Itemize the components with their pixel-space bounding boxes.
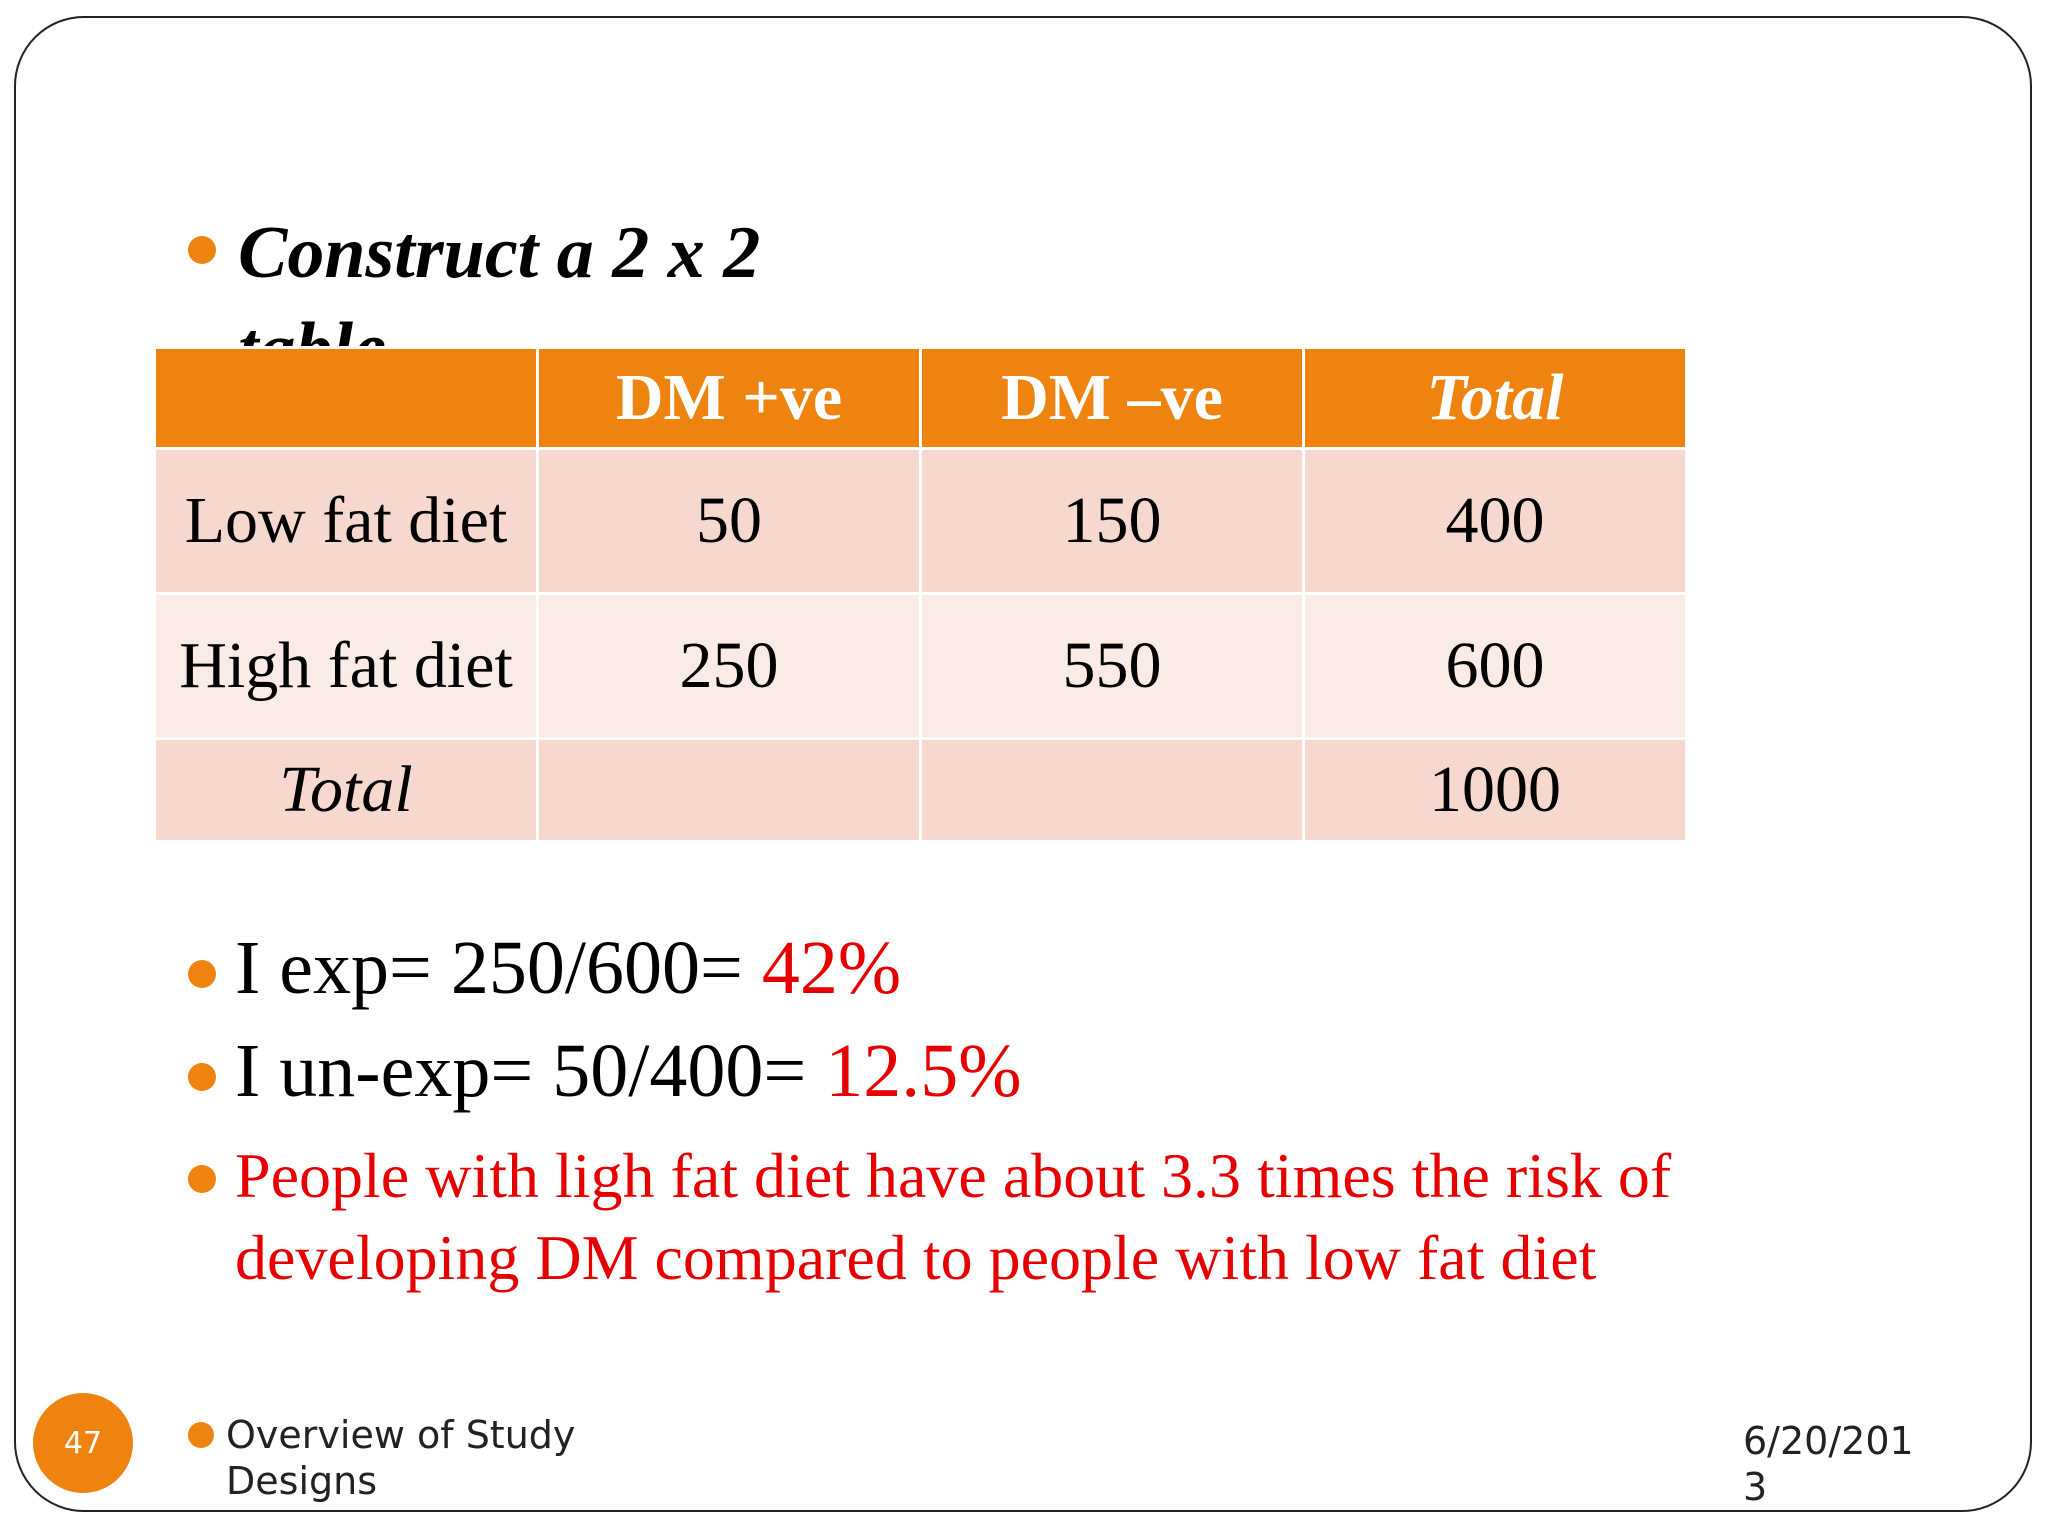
header-cell: DM +ve: [536, 346, 922, 450]
table-row: Low fat diet 50 150 400: [153, 447, 1688, 595]
bullet: I un-exp= 50/400= 12.5%: [235, 1028, 1022, 1115]
table-cell: [919, 737, 1305, 843]
row-label: Total: [153, 737, 539, 843]
bullet-highlight: People with ligh fat diet have about 3.3…: [235, 1140, 1672, 1293]
header-row: DM +ve DM –ve Total: [153, 346, 1688, 450]
bullet: I exp= 250/600= 42%: [235, 925, 901, 1012]
table-cell: 400: [1302, 447, 1688, 595]
bullet-dot: [188, 960, 216, 988]
header-cell: DM –ve: [919, 346, 1305, 450]
table-row: High fat diet 250 550 600: [153, 592, 1688, 740]
bullet-dot: [188, 236, 216, 264]
footer-date: 6/20/2013: [1743, 1419, 1914, 1509]
table-cell: 550: [919, 592, 1305, 740]
header-cell: Total: [1302, 346, 1688, 450]
bullet-highlight: 42%: [761, 926, 902, 1010]
row-label: Low fat diet: [153, 447, 539, 595]
table: DM +ve DM –ve Total Low fat diet 50 150 400…: [153, 346, 1688, 843]
page-number: 47: [33, 1393, 133, 1493]
table-cell: 150: [919, 447, 1305, 595]
table-cell: 600: [1302, 592, 1688, 740]
table-cell: 50: [536, 447, 922, 595]
bullet-dot: [188, 1063, 216, 1091]
header-cell: [153, 346, 539, 450]
footer-text: Overview of Study Designs: [226, 1413, 576, 1503]
bullet-highlight: 12.5%: [825, 1029, 1022, 1113]
bullet-text: I exp= 250/600=: [235, 926, 743, 1010]
table-cell: 1000: [1302, 737, 1688, 843]
table-cell: [536, 737, 922, 843]
bullet-dot: [188, 1422, 214, 1448]
slide-frame: [14, 16, 2032, 1512]
row-label: High fat diet: [153, 592, 539, 740]
bullet-dot: [188, 1165, 216, 1193]
table-cell: 250: [536, 592, 922, 740]
bullet-text: I un-exp= 50/400=: [235, 1029, 807, 1113]
table-row: Total 1000: [153, 737, 1688, 843]
